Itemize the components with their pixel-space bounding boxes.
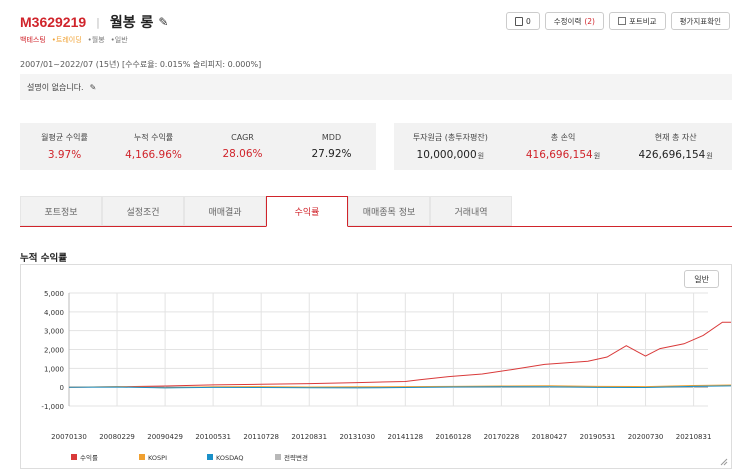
x-tick-label: 20131030 — [339, 433, 375, 441]
top-button-group: 0 수정이력 (2) 포트비교 평가지표확인 — [505, 12, 730, 30]
legend-label: KOSDAQ — [216, 454, 244, 462]
backtest-period: 2007/01~2022/07 (15년) [수수료율: 0.015% 슬리피지… — [20, 60, 262, 69]
tag-general: •일반 — [110, 36, 128, 44]
stat-mdd: MDD 27.92% — [287, 133, 376, 160]
y-tick-label: 1,000 — [44, 365, 64, 373]
stat-label: 총 손익 — [550, 133, 576, 142]
legend-swatch — [139, 454, 145, 460]
chart-title: 누적 수익률 — [20, 253, 68, 264]
series-line-수익률 — [68, 321, 731, 388]
y-tick-label: 0 — [60, 384, 64, 392]
y-tick-label: 4,000 — [44, 309, 64, 317]
y-tick-label: 3,000 — [44, 328, 64, 336]
stat-value: 3.97% — [47, 149, 82, 161]
asset-stats-panel: 투자원금 (총투자평잔) 10,000,000원 총 손익 416,696,15… — [394, 123, 732, 170]
chart-frame: 일반 5,000 4,000 3,000 2,000 1,000 0 -1,000 20070… — [20, 264, 732, 469]
stat-principal: 투자원금 (총투자평잔) 10,000,000원 — [394, 132, 507, 161]
strategy-header: M3629219 | 월봉 롱 ✎ — [20, 12, 168, 32]
legend-label: 전략변경 — [284, 453, 308, 462]
strategy-name: 월봉 롱 — [109, 15, 154, 31]
stat-value: 416,696,154원 — [507, 149, 620, 161]
stat-unit: 원 — [477, 152, 485, 160]
stat-label: 누적 수익률 — [133, 133, 174, 142]
stat-unit: 원 — [593, 152, 601, 160]
description-text: 설명이 없습니다. — [27, 82, 84, 92]
stat-number: 416,696,154 — [525, 149, 593, 161]
tab-settings[interactable]: 설정조건 — [102, 196, 184, 226]
stat-label: 월평균 수익률 — [41, 133, 88, 142]
x-tick-label: 20170228 — [484, 433, 520, 441]
tab-trade-items[interactable]: 매매종목 정보 — [348, 196, 430, 226]
stat-monthly-return: 월평균 수익률 3.97% — [20, 132, 109, 161]
x-tick-label: 20100531 — [195, 433, 231, 441]
strategy-code: M3629219 — [20, 14, 87, 30]
tag-trading: •트레이딩 — [51, 36, 82, 44]
legend-swatch — [275, 454, 281, 460]
edit-history-button[interactable]: 수정이력 (2) — [544, 12, 604, 30]
strategy-tags: 백테스팅 •트레이딩 •월봉 •일반 — [20, 35, 128, 45]
edit-history-count: (2) — [584, 16, 595, 26]
cumulative-return-chart: 5,000 4,000 3,000 2,000 1,000 0 -1,000 20070130… — [41, 290, 731, 466]
legend-swatch — [207, 454, 213, 460]
copy-count-button[interactable]: 0 — [505, 12, 540, 30]
tag-monthly: •월봉 — [87, 36, 105, 44]
x-tick-label: 20210831 — [676, 433, 712, 441]
x-tick-label: 20090429 — [147, 433, 183, 441]
x-tick-label: 20120831 — [291, 433, 327, 441]
stat-cagr: CAGR 28.06% — [198, 133, 287, 160]
compare-button[interactable]: 포트비교 — [608, 12, 666, 30]
eval-label: 평가지표확인 — [679, 16, 721, 26]
tag-backtest: 백테스팅 — [20, 36, 46, 44]
stat-value: 4,166.96% — [125, 149, 182, 161]
compare-label: 포트비교 — [628, 16, 657, 26]
y-tick-label: -1,000 — [41, 403, 64, 411]
y-tick-label: 5,000 — [44, 290, 64, 298]
tab-trade-history[interactable]: 거래내역 — [430, 196, 512, 226]
stat-value: 27.92% — [311, 148, 352, 160]
tab-bar: 포트정보 설정조건 매매결과 수익률 매매종목 정보 거래내역 — [20, 196, 732, 227]
series-line-KOSDAQ — [68, 385, 731, 389]
checkbox-icon — [617, 17, 626, 25]
x-tick-label: 20070130 — [51, 433, 87, 441]
stat-value: 28.06% — [222, 148, 263, 160]
stat-cumulative-return: 누적 수익률 4,166.96% — [109, 132, 198, 161]
edit-history-label: 수정이력 — [553, 16, 582, 26]
stat-total-pnl: 총 손익 416,696,154원 — [507, 132, 620, 161]
tab-port-info[interactable]: 포트정보 — [20, 196, 102, 226]
x-tick-label: 20160128 — [436, 433, 472, 441]
x-tick-label: 20141128 — [387, 433, 423, 441]
tab-returns[interactable]: 수익률 — [266, 196, 348, 227]
x-tick-label: 20110728 — [243, 433, 279, 441]
stat-value: 10,000,000원 — [394, 149, 507, 161]
legend-swatch — [71, 454, 77, 460]
scale-toggle-button[interactable]: 일반 — [684, 270, 719, 288]
x-tick-label: 20080229 — [99, 433, 135, 441]
return-stats-panel: 월평균 수익률 3.97% 누적 수익률 4,166.96% CAGR 28.0… — [20, 123, 376, 170]
stat-total-assets: 현재 총 자산 426,696,154원 — [619, 132, 732, 161]
description-box: 설명이 없습니다. ✎ — [20, 74, 732, 100]
x-tick-label: 20200730 — [628, 433, 664, 441]
resize-grip-icon — [720, 458, 728, 466]
x-tick-label: 20190531 — [580, 433, 616, 441]
stat-number: 426,696,154 — [638, 149, 706, 161]
stat-number: 10,000,000 — [416, 149, 477, 161]
title-separator: | — [96, 15, 100, 29]
legend-label: KOSPI — [148, 454, 167, 462]
stat-unit: 원 — [706, 152, 713, 160]
copy-count: 0 — [525, 16, 531, 26]
x-tick-label: 20180427 — [532, 433, 568, 441]
stat-label: MDD — [321, 133, 342, 142]
stat-label: CAGR — [231, 133, 254, 142]
stat-label: 현재 총 자산 — [654, 133, 697, 142]
legend-label: 수익률 — [80, 454, 98, 462]
y-tick-label: 2,000 — [44, 347, 64, 355]
pencil-icon[interactable]: ✎ — [89, 82, 97, 92]
stat-value: 426,696,154원 — [619, 149, 732, 161]
eval-button[interactable]: 평가지표확인 — [670, 12, 730, 30]
tab-trade-results[interactable]: 매매결과 — [184, 196, 266, 226]
document-icon — [514, 16, 523, 26]
stat-label: 투자원금 (총투자평잔) — [412, 133, 488, 142]
pencil-icon[interactable]: ✎ — [158, 15, 169, 29]
